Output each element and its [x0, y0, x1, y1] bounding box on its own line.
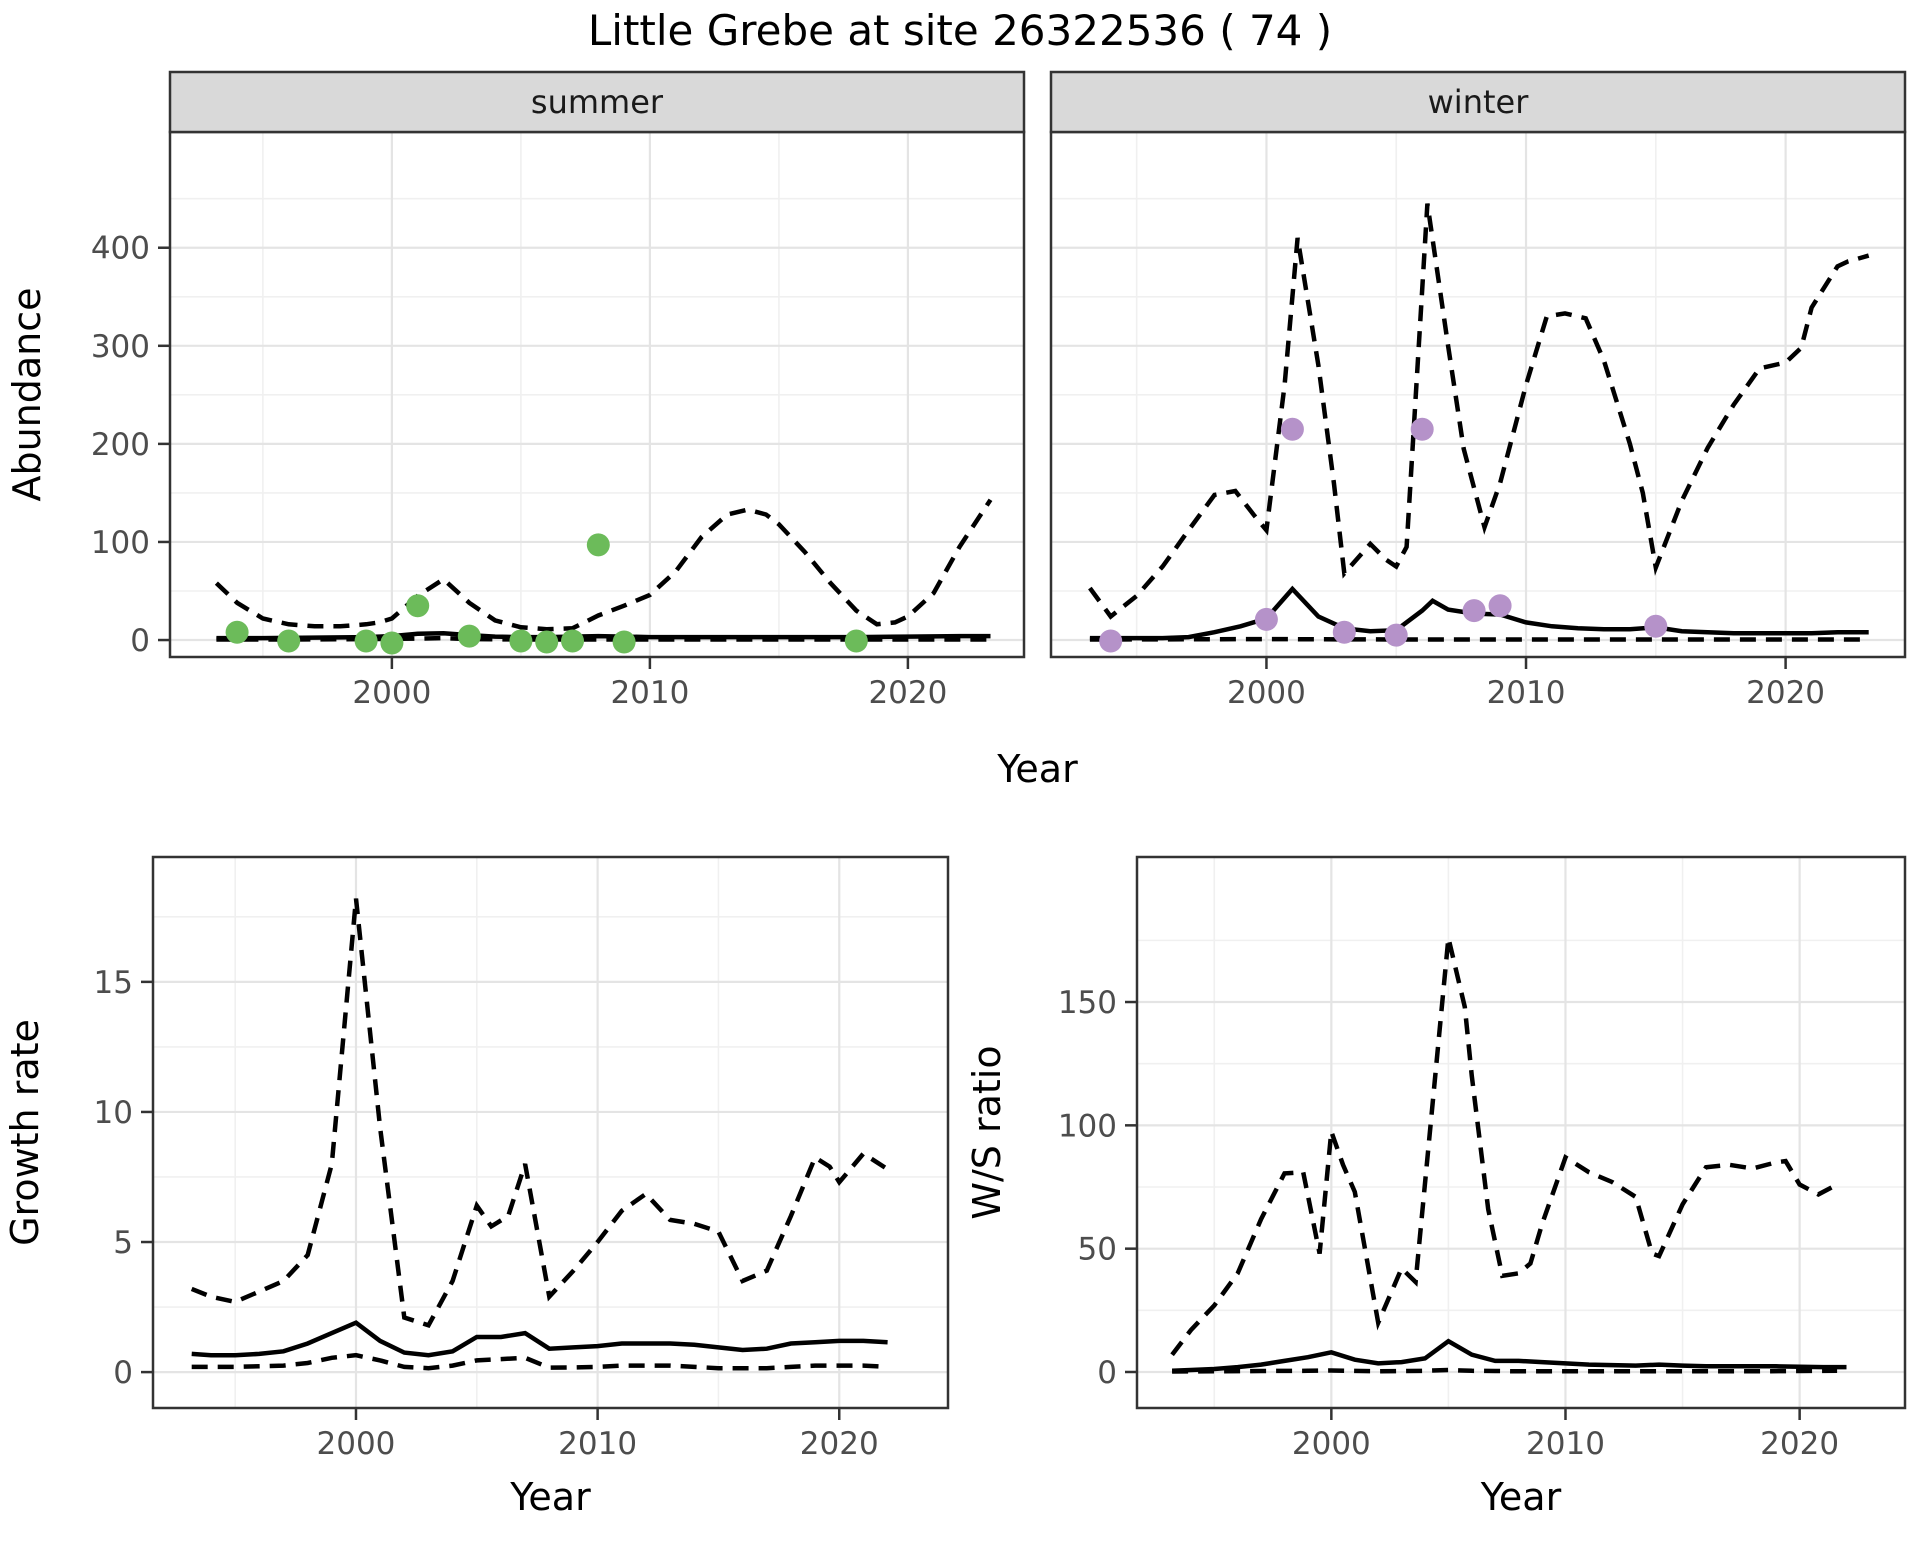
growth_rate-x-axis-title: Year	[509, 1475, 591, 1519]
ws_ratio-panel-border	[1135, 855, 1907, 1410]
abundance_winter-observed-point	[1099, 629, 1123, 653]
abundance_winter-observed-point	[1280, 417, 1304, 441]
abundance_summer-y-tick-label: 100	[91, 525, 150, 561]
abundance_summer-facet-strip	[168, 70, 1026, 134]
growth_rate-x-tick-label: 2010	[558, 1426, 637, 1462]
ws_ratio-panel	[1137, 857, 1905, 1408]
abundance_winter-observed-point	[1644, 614, 1668, 638]
growth_rate-y-tick-label: 0	[113, 1355, 133, 1391]
growth_rate-panel	[153, 857, 948, 1408]
growth_rate-fitted-line	[191, 1320, 888, 1358]
abundance_summer-observed-point	[844, 629, 868, 653]
abundance_summer-y-tick-label: 400	[91, 231, 150, 267]
ws_ratio-y-tick-label: 50	[1078, 1232, 1117, 1268]
ws_ratio-x-tick-label: 2010	[1526, 1426, 1605, 1462]
growth_rate-x-tick-label: 2000	[317, 1426, 396, 1462]
ws_ratio-y-tick-label: 0	[1097, 1355, 1117, 1391]
abundance_winter-x-tick-label: 2000	[1227, 675, 1306, 711]
abundance_summer-observed-point	[509, 629, 533, 653]
abundance_summer-y-tick-label: 300	[91, 329, 150, 365]
ws_ratio-y-tick-label: 100	[1058, 1108, 1117, 1144]
growth_rate-y-tick-label: 10	[94, 1095, 133, 1131]
ws_ratio-x-axis-title: Year	[1480, 1475, 1562, 1519]
growth_rate-y-tick-label: 5	[113, 1225, 133, 1261]
ws_ratio-y-tick-label: 150	[1058, 985, 1117, 1021]
growth_rate-x-tick-label: 2020	[800, 1426, 879, 1462]
ws_ratio-fitted-line	[1172, 1338, 1847, 1374]
abundance_summer-facet-label: summer	[531, 83, 664, 121]
abundance_summer-x-tick-label: 2020	[868, 675, 947, 711]
shared-x-axis-title: Year	[996, 747, 1078, 791]
abundance_summer-observed-point	[380, 631, 404, 655]
abundance_winter-observed-point	[1488, 594, 1512, 618]
abundance_winter-observed-point	[1332, 620, 1356, 644]
growth_rate-y-tick-label: 15	[94, 965, 133, 1001]
abundance_summer-observed-point	[535, 630, 559, 654]
abundance_summer-observed-point	[561, 629, 584, 653]
ws_ratio-x-tick-label: 2020	[1760, 1426, 1839, 1462]
abundance_summer-observed-point	[277, 629, 301, 653]
abundance_summer-observed-point	[225, 620, 249, 644]
growth_rate-panel-border	[151, 855, 950, 1410]
abundance_summer-x-tick-label: 2010	[610, 675, 689, 711]
abundance_summer-x-tick-label: 2000	[352, 675, 431, 711]
abundance_summer-lower_ci-line	[216, 635, 991, 642]
abundance_winter-observed-point	[1462, 599, 1486, 623]
abundance_winter-x-tick-label: 2010	[1487, 675, 1566, 711]
abundance_summer-y-tick-label: 200	[91, 427, 150, 463]
abundance_winter-facet-label: winter	[1428, 83, 1530, 121]
abundance_winter-observed-point	[1384, 623, 1408, 647]
growth_rate-upper_ci-line	[190, 898, 889, 1329]
abundance_winter-observed-point	[1410, 417, 1434, 441]
ws_ratio-y-axis-title: W/S ratio	[965, 1045, 1009, 1219]
chart-title: Little Grebe at site 26322536 ( 74 )	[587, 6, 1333, 55]
abundance_summer-y-tick-label: 0	[130, 623, 150, 659]
abundance_winter-observed-point	[1254, 607, 1278, 631]
abundance_summer-observed-point	[354, 629, 378, 653]
abundance_winter-x-tick-label: 2020	[1746, 675, 1825, 711]
abundance_summer-observed-point	[586, 533, 610, 557]
ws_ratio-x-tick-label: 2000	[1292, 1426, 1371, 1462]
abundance_summer-observed-point	[612, 630, 636, 654]
ws_ratio-upper_ci-line	[1170, 937, 1839, 1357]
abundance_summer-observed-point	[457, 624, 481, 648]
abundance_summer-y-axis-title: Abundance	[5, 287, 49, 501]
abundance_winter-facet-strip	[1049, 70, 1907, 134]
growth_rate-lower_ci-line	[191, 1352, 888, 1371]
abundance_summer-fitted-line	[216, 630, 991, 641]
growth_rate-y-axis-title: Growth rate	[3, 1019, 47, 1246]
abundance_winter-upper_ci-line	[1088, 203, 1870, 620]
abundance_summer-observed-point	[406, 594, 430, 618]
